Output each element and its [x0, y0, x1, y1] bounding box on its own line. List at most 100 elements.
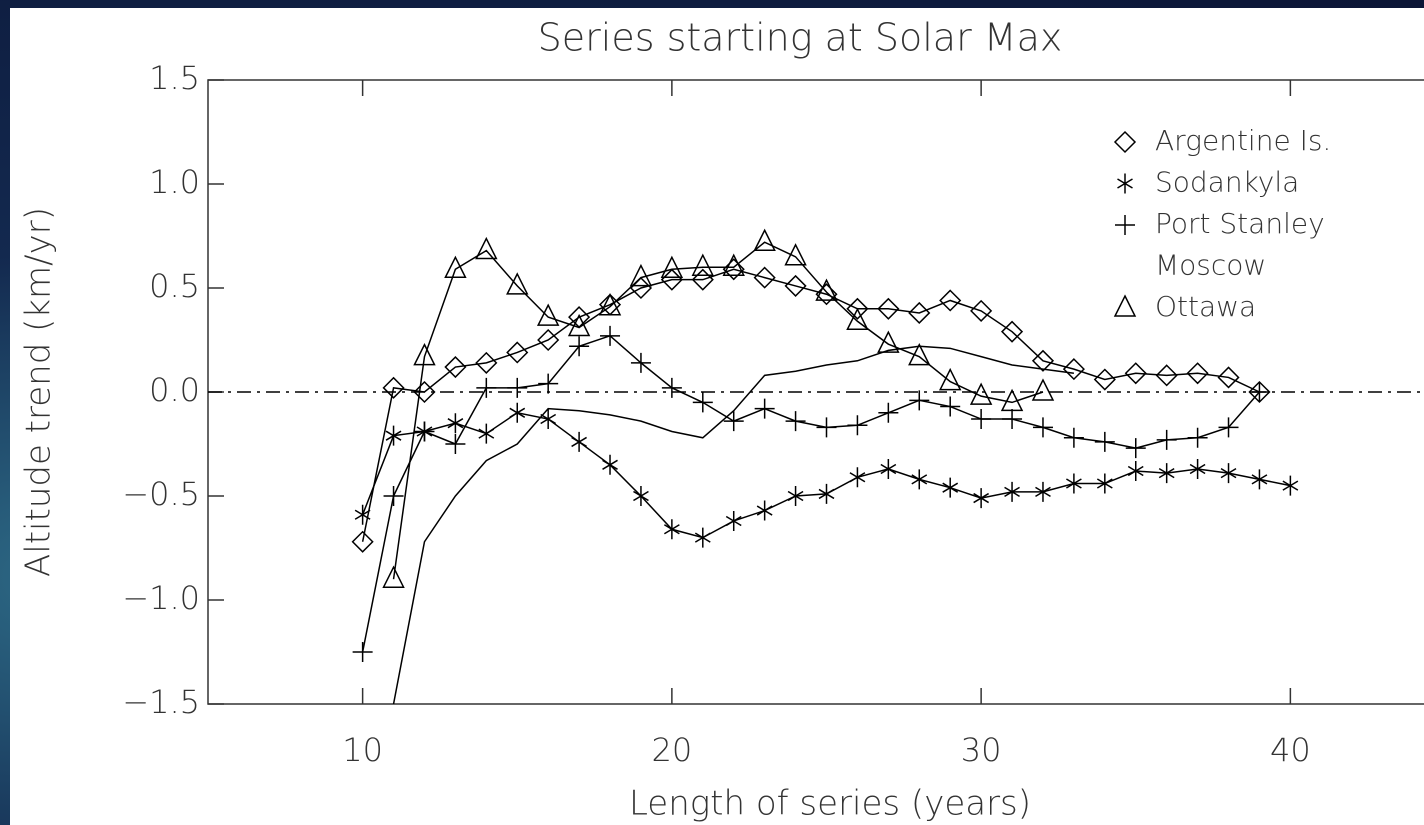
marker-asterisk	[849, 467, 866, 488]
marker-triangle	[1031, 378, 1055, 401]
marker-plus	[1115, 215, 1135, 235]
marker-triangle	[908, 342, 931, 366]
y-tick-label: 1.5	[149, 59, 200, 97]
marker-triangle	[969, 382, 993, 405]
marker-diamond	[475, 351, 498, 374]
marker-plus	[1063, 427, 1084, 448]
marker-asterisk	[942, 477, 959, 498]
x-tick-label: 20	[652, 731, 693, 769]
marker-plus	[600, 325, 621, 346]
marker-asterisk	[663, 519, 680, 540]
y-tick-label: 0.0	[149, 371, 200, 409]
marker-plus	[1032, 417, 1053, 438]
marker-asterisk	[1158, 463, 1175, 484]
marker-triangle	[506, 272, 529, 295]
marker-plus	[1094, 431, 1115, 452]
marker-diamond	[1000, 320, 1024, 343]
marker-diamond	[877, 297, 900, 320]
marker-plus	[1156, 429, 1177, 450]
legend-label: Argentine Is.	[1155, 124, 1331, 157]
chart-title: Series starting at Solar Max	[538, 16, 1063, 60]
marker-asterisk	[880, 458, 897, 479]
y-tick-label: −1.5	[122, 683, 200, 721]
marker-plus	[630, 352, 651, 373]
marker-asterisk	[787, 486, 804, 506]
marker-asterisk	[694, 527, 711, 548]
marker-asterisk	[1282, 475, 1299, 496]
marker-plus	[1249, 382, 1270, 402]
legend-label: Moscow	[1155, 249, 1266, 282]
marker-triangle	[567, 313, 591, 337]
marker-asterisk	[633, 486, 649, 506]
marker-diamond	[908, 301, 931, 325]
marker-diamond	[506, 341, 529, 364]
marker-diamond	[413, 380, 436, 404]
marker-plus	[383, 486, 404, 506]
marker-asterisk	[354, 504, 371, 525]
marker-triangle	[536, 303, 560, 326]
marker-asterisk	[385, 425, 402, 446]
marker-plus	[909, 390, 930, 411]
y-tick-label: −1.0	[122, 579, 200, 617]
marker-diamond	[1217, 366, 1240, 389]
marker-diamond	[351, 530, 374, 553]
marker-asterisk	[818, 483, 835, 504]
marker-diamond	[753, 266, 776, 289]
marker-plus	[661, 377, 682, 398]
marker-plus	[816, 417, 837, 438]
series-line	[392, 241, 1044, 580]
marker-triangle	[753, 228, 776, 251]
marker-diamond	[1093, 368, 1116, 391]
marker-plus	[847, 415, 868, 436]
marker-asterisk	[447, 413, 464, 434]
marker-diamond	[939, 289, 962, 312]
marker-triangle	[722, 253, 745, 276]
marker-triangle	[938, 367, 962, 391]
marker-asterisk	[602, 454, 618, 475]
x-axis-title: Length of series (years)	[629, 784, 1031, 824]
marker-plus	[785, 411, 806, 432]
marker-plus	[445, 434, 466, 454]
marker-diamond	[660, 268, 683, 291]
marker-plus	[692, 392, 713, 413]
marker-triangle	[629, 263, 653, 287]
marker-diamond	[1186, 362, 1209, 385]
y-tick-label: −0.5	[122, 475, 200, 513]
x-tick-label: 40	[1270, 731, 1311, 769]
series-line	[392, 345, 1074, 704]
legend-label: Sodankyla	[1155, 166, 1299, 199]
marker-triangle	[784, 243, 807, 266]
marker-diamond	[537, 328, 560, 352]
marker-plus	[723, 411, 744, 432]
marker-plus	[1218, 417, 1239, 438]
marker-triangle	[475, 236, 498, 260]
legend-label: Ottawa	[1155, 290, 1256, 323]
marker-diamond	[722, 258, 745, 281]
marker-plus	[414, 421, 435, 442]
x-tick-label: 30	[961, 731, 1002, 769]
marker-asterisk	[973, 488, 990, 509]
marker-diamond	[846, 297, 869, 320]
marker-plus	[569, 336, 590, 357]
marker-asterisk	[478, 423, 495, 444]
x-tick-label: 10	[342, 731, 383, 769]
marker-diamond	[1155, 364, 1178, 387]
marker-diamond	[815, 283, 838, 306]
marker-triangle	[660, 255, 684, 279]
marker-diamond	[1113, 130, 1137, 154]
marker-asterisk	[1096, 473, 1113, 494]
series-line	[361, 268, 1260, 542]
marker-asterisk	[571, 431, 587, 452]
marker-plus	[538, 373, 559, 394]
marker-asterisk	[1004, 481, 1020, 502]
marker-triangle	[815, 278, 838, 301]
legend-label: Port Stanley	[1155, 207, 1325, 240]
marker-asterisk	[756, 500, 773, 521]
marker-asterisk	[1035, 481, 1051, 502]
marker-asterisk	[1066, 473, 1082, 494]
marker-plus	[507, 377, 528, 398]
marker-plus	[878, 402, 899, 423]
marker-asterisk	[1117, 173, 1133, 194]
marker-triangle	[1000, 388, 1024, 412]
